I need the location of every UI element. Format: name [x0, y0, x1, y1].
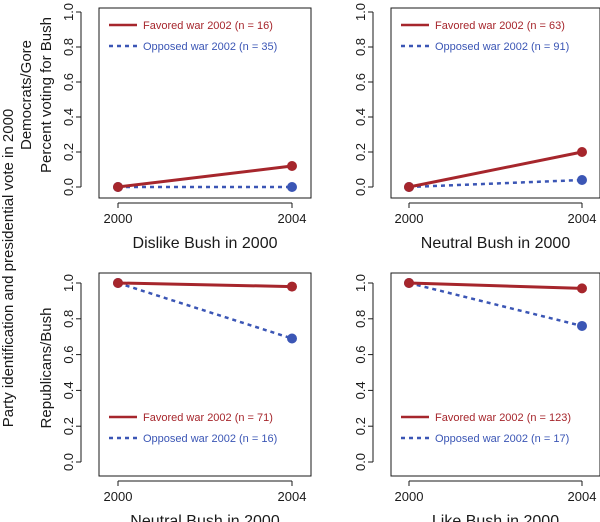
chart-panel: 0.0 0.2 0.4 0.6 0.8 1.0 2000 2004 Neutral Bush i… — [61, 272, 312, 522]
y-tick-label: 0.8 — [353, 310, 368, 328]
y-tick-label: 0.6 — [353, 346, 368, 364]
y-tick-label: 0.4 — [353, 108, 368, 126]
y-tick-label: 0.4 — [61, 108, 76, 126]
legend-entry-opposed: Opposed war 2002 (n = 35) — [143, 41, 277, 53]
data-point-favored — [577, 147, 587, 157]
data-point-opposed — [287, 182, 297, 192]
series-line-favored — [117, 164, 293, 189]
y-tick-label: 1.0 — [353, 274, 368, 292]
data-point-favored — [113, 278, 123, 288]
plot-frame — [98, 7, 312, 199]
y-tick-label: 0.0 — [353, 178, 368, 196]
x-tick-label: 2000 — [395, 211, 424, 226]
data-point-opposed — [577, 175, 587, 185]
row-label-democrats: Democrats/Gore — [18, 40, 35, 150]
x-tick-label: 2000 — [395, 489, 424, 504]
y-tick-label: 1.0 — [353, 3, 368, 21]
data-point-favored — [113, 182, 123, 192]
legend-entry-favored: Favored war 2002 (n = 71) — [143, 412, 273, 424]
y-tick-label: 0.2 — [353, 143, 368, 161]
x-tick-label: 2004 — [278, 211, 307, 226]
y-tick-label: 1.0 — [61, 274, 76, 292]
y-tick-label: 0.6 — [353, 73, 368, 91]
data-point-favored — [287, 161, 297, 171]
plot-frame — [390, 272, 600, 477]
data-point-favored — [404, 278, 414, 288]
x-axis-label: Dislike Bush in 2000 — [133, 235, 278, 252]
x-tick-label: 2004 — [568, 211, 597, 226]
x-axis-label: Neutral Bush in 2000 — [130, 513, 280, 522]
y-tick-label: 0.0 — [353, 453, 368, 471]
x-tick-label: 2004 — [568, 489, 597, 504]
x-axis-label: Neutral Bush in 2000 — [421, 235, 571, 252]
shared-y-axis-label: Percent voting for Bush — [38, 17, 55, 173]
outer-y-axis-label: Party identification and presidential vo… — [0, 109, 17, 428]
data-point-favored — [287, 281, 297, 292]
chart-panel: 0.0 0.2 0.4 0.6 0.8 1.0 2000 2004 Neutral Bush i… — [353, 3, 600, 252]
legend-entry-favored: Favored war 2002 (n = 63) — [435, 20, 565, 32]
y-tick-label: 0.6 — [61, 346, 76, 364]
data-point-favored — [577, 283, 587, 294]
plot-frame — [390, 7, 600, 199]
x-tick-label: 2000 — [104, 211, 133, 226]
series-line-opposed — [408, 178, 583, 189]
legend-entry-favored: Favored war 2002 (n = 123) — [435, 412, 571, 424]
y-tick-label: 0.8 — [61, 38, 76, 56]
y-tick-label: 0.6 — [61, 73, 76, 91]
chart-panel: 0.0 0.2 0.4 0.6 0.8 1.0 2000 2004 Like Bush in 2… — [353, 272, 600, 522]
y-tick-label: 0.4 — [353, 381, 368, 399]
series-line-favored — [117, 281, 293, 289]
series-line-opposed — [408, 281, 583, 328]
x-axis-label: Like Bush in 2000 — [432, 513, 559, 522]
y-tick-label: 0.8 — [353, 38, 368, 56]
legend-entry-opposed: Opposed war 2002 (n = 91) — [435, 41, 569, 53]
data-point-opposed — [287, 333, 297, 344]
row-label-republicans: Republicans/Bush — [38, 308, 55, 429]
data-point-opposed — [577, 320, 587, 331]
series-line-favored — [408, 281, 583, 290]
y-tick-label: 0.0 — [61, 178, 76, 196]
legend-entry-favored: Favored war 2002 (n = 16) — [143, 20, 273, 32]
y-tick-label: 0.8 — [61, 310, 76, 328]
x-tick-label: 2000 — [104, 489, 133, 504]
y-tick-label: 0.2 — [61, 417, 76, 435]
data-point-favored — [404, 182, 414, 192]
series-line-favored — [408, 150, 583, 189]
y-tick-label: 1.0 — [61, 3, 76, 21]
y-tick-label: 0.4 — [61, 381, 76, 399]
series-line-opposed — [117, 281, 293, 340]
legend-entry-opposed: Opposed war 2002 (n = 17) — [435, 433, 569, 445]
plot-frame — [98, 272, 312, 477]
y-tick-label: 0.2 — [353, 417, 368, 435]
y-tick-label: 0.2 — [61, 143, 76, 161]
y-tick-label: 0.0 — [61, 453, 76, 471]
x-tick-label: 2004 — [278, 489, 307, 504]
legend-entry-opposed: Opposed war 2002 (n = 16) — [143, 433, 277, 445]
